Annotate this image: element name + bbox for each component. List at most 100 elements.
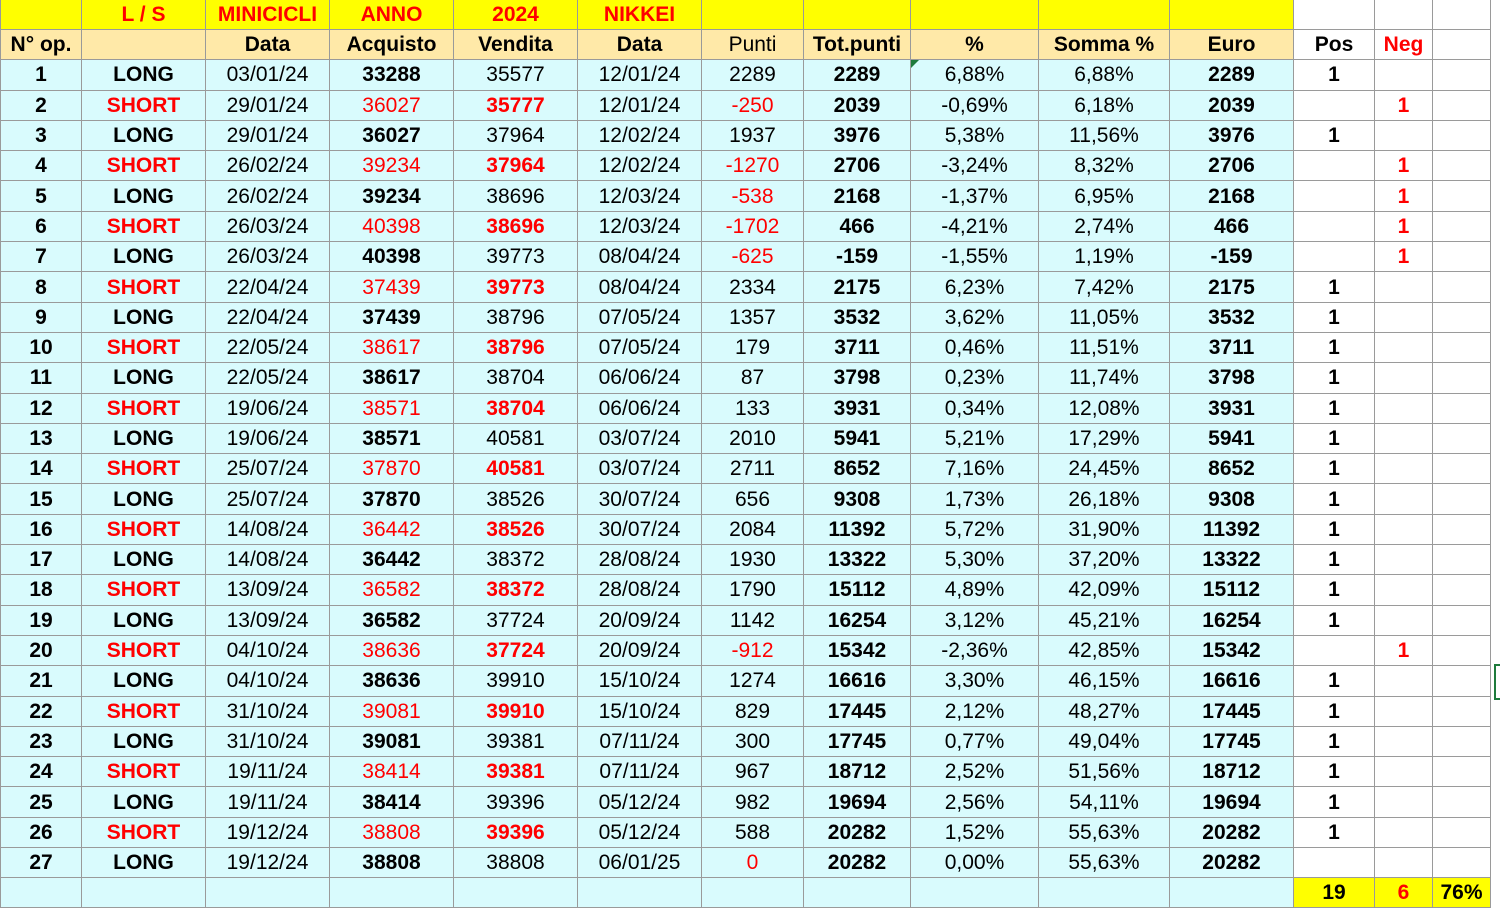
cell-side[interactable]: SHORT (81, 574, 206, 606)
cell-buy[interactable]: 39081 (329, 725, 454, 758)
cell-cumulative-percent[interactable]: 42,85% (1038, 634, 1170, 667)
cell-percent[interactable]: 6,88% (910, 59, 1039, 91)
cell-neg[interactable]: 1 (1374, 180, 1433, 212)
header-euro[interactable]: Euro (1169, 28, 1294, 61)
cell-percent[interactable]: -1,55% (910, 241, 1039, 273)
win-rate[interactable]: 76% (1432, 877, 1491, 909)
header-buy[interactable]: Acquisto (329, 28, 454, 61)
cell-blank[interactable] (1432, 422, 1491, 455)
cell-exit-date[interactable]: 03/07/24 (577, 453, 702, 485)
cell-points[interactable]: 967 (701, 756, 804, 788)
cell-sell[interactable]: 38526 (453, 483, 578, 515)
cell-exit-date[interactable]: 05/12/24 (577, 816, 702, 849)
cell-buy[interactable]: 36027 (329, 89, 454, 121)
cell-op-number[interactable]: 7 (0, 241, 82, 273)
cell-neg[interactable] (1374, 513, 1433, 546)
cell-entry-date[interactable]: 22/04/24 (205, 271, 330, 303)
cell-side[interactable]: LONG (81, 301, 206, 333)
cell-side[interactable]: LONG (81, 665, 206, 697)
cell-cumulative-percent[interactable]: 42,09% (1038, 574, 1170, 606)
cell-op-number[interactable]: 1 (0, 59, 82, 91)
cell-blank[interactable] (1432, 453, 1491, 485)
totals-cell-blank[interactable] (0, 877, 82, 909)
cell-neg[interactable] (1374, 59, 1433, 91)
cell-percent[interactable]: 6,23% (910, 271, 1039, 303)
cell-euro[interactable]: 2289 (1169, 59, 1294, 91)
cell-total-points[interactable]: 3976 (803, 119, 911, 152)
cell-blank[interactable] (1432, 604, 1491, 636)
cell-cumulative-percent[interactable]: 26,18% (1038, 483, 1170, 515)
cell-cumulative-percent[interactable]: 24,45% (1038, 453, 1170, 485)
cell-op-number[interactable]: 15 (0, 483, 82, 515)
cell-percent[interactable]: 3,62% (910, 301, 1039, 333)
top-cell-blank[interactable] (701, 0, 804, 30)
cell-pos[interactable] (1293, 634, 1375, 667)
cell-points[interactable]: 1357 (701, 301, 804, 333)
cell-buy[interactable]: 33288 (329, 59, 454, 91)
cell-blank[interactable] (1432, 483, 1491, 515)
cell-entry-date[interactable]: 04/10/24 (205, 634, 330, 667)
top-label-year[interactable]: 2024 (453, 0, 578, 30)
cell-sell[interactable]: 38372 (453, 574, 578, 606)
top-cell-blank[interactable] (0, 0, 82, 30)
cell-euro[interactable]: 20282 (1169, 847, 1294, 879)
cell-side[interactable]: LONG (81, 59, 206, 91)
cell-euro[interactable]: 2706 (1169, 150, 1294, 182)
cell-op-number[interactable]: 27 (0, 847, 82, 879)
cell-exit-date[interactable]: 30/07/24 (577, 483, 702, 515)
cell-sell[interactable]: 40581 (453, 453, 578, 485)
cell-blank[interactable] (1432, 513, 1491, 546)
cell-total-points[interactable]: 5941 (803, 422, 911, 455)
cell-blank[interactable] (1432, 574, 1491, 606)
cell-sell[interactable]: 38796 (453, 301, 578, 333)
cell-side[interactable]: SHORT (81, 756, 206, 788)
cell-neg[interactable] (1374, 574, 1433, 606)
cell-total-points[interactable]: 2175 (803, 271, 911, 303)
cell-op-number[interactable]: 21 (0, 665, 82, 697)
cell-cumulative-percent[interactable]: 1,19% (1038, 241, 1170, 273)
cell-side[interactable]: LONG (81, 241, 206, 273)
cell-euro[interactable]: 15112 (1169, 574, 1294, 606)
cell-neg[interactable] (1374, 271, 1433, 303)
cell-exit-date[interactable]: 28/08/24 (577, 544, 702, 576)
cell-side[interactable]: SHORT (81, 392, 206, 424)
cell-total-points[interactable]: 2168 (803, 180, 911, 212)
totals-cell-blank[interactable] (1038, 877, 1170, 909)
cell-exit-date[interactable]: 15/10/24 (577, 695, 702, 727)
cell-points[interactable]: 1274 (701, 665, 804, 697)
cell-neg[interactable] (1374, 756, 1433, 788)
cell-op-number[interactable]: 12 (0, 392, 82, 424)
cell-entry-date[interactable]: 26/02/24 (205, 150, 330, 182)
cell-percent[interactable]: 0,34% (910, 392, 1039, 424)
cell-op-number[interactable]: 4 (0, 150, 82, 182)
cell-percent[interactable]: 2,12% (910, 695, 1039, 727)
cell-buy[interactable]: 37439 (329, 301, 454, 333)
cell-side[interactable]: SHORT (81, 331, 206, 364)
cell-total-points[interactable]: 11392 (803, 513, 911, 546)
cell-euro[interactable]: 3798 (1169, 362, 1294, 394)
cell-percent[interactable]: 5,72% (910, 513, 1039, 546)
cell-euro[interactable]: 466 (1169, 210, 1294, 243)
top-label-anno[interactable]: ANNO (329, 0, 454, 30)
cell-side[interactable]: LONG (81, 725, 206, 758)
cell-entry-date[interactable]: 19/11/24 (205, 786, 330, 818)
totals-cell-blank[interactable] (329, 877, 454, 909)
cell-buy[interactable]: 39234 (329, 150, 454, 182)
cell-total-points[interactable]: 2289 (803, 59, 911, 91)
cell-buy[interactable]: 38617 (329, 331, 454, 364)
cell-pos[interactable]: 1 (1293, 271, 1375, 303)
cell-sell[interactable]: 39396 (453, 816, 578, 849)
cell-exit-date[interactable]: 20/09/24 (577, 634, 702, 667)
cell-neg[interactable] (1374, 665, 1433, 697)
cell-op-number[interactable]: 26 (0, 816, 82, 849)
cell-points[interactable]: 300 (701, 725, 804, 758)
cell-sell[interactable]: 40581 (453, 422, 578, 455)
cell-exit-date[interactable]: 08/04/24 (577, 271, 702, 303)
cell-total-points[interactable]: 17445 (803, 695, 911, 727)
cell-blank[interactable] (1432, 725, 1491, 758)
cell-total-points[interactable]: 3798 (803, 362, 911, 394)
cell-exit-date[interactable]: 06/01/25 (577, 847, 702, 879)
cell-euro[interactable]: 9308 (1169, 483, 1294, 515)
top-cell-blank[interactable] (1293, 0, 1375, 30)
cell-points[interactable]: 133 (701, 392, 804, 424)
